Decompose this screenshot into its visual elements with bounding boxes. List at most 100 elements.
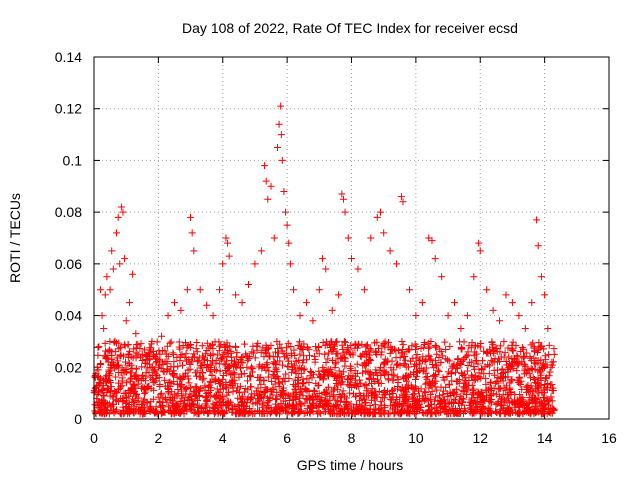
data-point	[107, 364, 115, 372]
data-point	[497, 375, 505, 383]
data-point	[451, 368, 459, 376]
data-point	[504, 394, 512, 402]
data-point	[100, 325, 108, 332]
data-point	[147, 398, 155, 406]
data-point	[113, 229, 121, 237]
data-point	[192, 345, 200, 353]
data-point	[439, 404, 447, 412]
data-point	[338, 341, 346, 349]
data-point	[273, 388, 281, 396]
data-point	[263, 385, 271, 393]
data-point	[434, 366, 442, 374]
data-point	[508, 299, 516, 307]
data-point	[202, 364, 210, 372]
data-point	[509, 338, 517, 346]
data-point	[478, 364, 486, 372]
data-point	[523, 369, 531, 377]
data-point	[295, 398, 303, 406]
data-point	[438, 397, 446, 405]
data-point	[296, 389, 304, 397]
data-point	[152, 403, 160, 411]
data-point	[101, 339, 109, 347]
data-point	[306, 367, 314, 375]
data-point	[202, 394, 210, 402]
data-point	[378, 348, 386, 356]
data-point	[381, 368, 389, 376]
data-point	[330, 409, 338, 417]
data-point	[467, 371, 475, 379]
data-point	[358, 406, 366, 414]
data-point	[527, 341, 535, 349]
data-point	[535, 339, 543, 347]
data-point	[303, 404, 311, 412]
x-tick-label: 16	[601, 430, 617, 446]
data-point	[159, 403, 167, 411]
data-point	[311, 387, 319, 395]
data-point	[380, 360, 388, 368]
data-point	[359, 369, 367, 377]
data-point	[153, 358, 161, 366]
data-point	[303, 375, 311, 383]
data-point	[168, 388, 176, 396]
data-point	[335, 291, 343, 299]
data-point	[475, 389, 483, 397]
data-point	[373, 338, 381, 346]
data-point	[374, 344, 382, 352]
y-tick-label: 0.04	[55, 308, 82, 324]
data-point	[361, 399, 369, 407]
data-point	[264, 373, 272, 381]
data-point	[315, 367, 323, 375]
data-point	[496, 348, 504, 356]
data-point	[453, 377, 461, 385]
y-tick-label: 0	[74, 411, 82, 427]
data-point	[400, 360, 408, 368]
data-point	[500, 338, 508, 346]
data-point	[301, 385, 309, 393]
data-point	[214, 388, 222, 396]
data-point	[457, 325, 465, 332]
data-point	[531, 379, 539, 387]
data-point	[472, 372, 480, 380]
data-point	[346, 364, 354, 372]
data-point	[475, 373, 483, 381]
data-point	[175, 380, 183, 388]
data-point	[275, 120, 283, 128]
data-point	[344, 234, 352, 242]
data-point	[160, 368, 168, 376]
data-point	[366, 409, 374, 417]
data-point	[346, 389, 354, 397]
data-point	[400, 397, 408, 405]
data-point	[410, 390, 418, 398]
data-point	[147, 385, 155, 393]
data-point	[309, 408, 317, 416]
data-point	[447, 370, 455, 378]
data-point	[122, 358, 130, 366]
data-point	[505, 363, 513, 371]
data-point	[93, 363, 101, 371]
data-point	[199, 369, 207, 377]
data-point	[130, 389, 138, 397]
data-point	[132, 371, 140, 379]
data-point	[418, 299, 426, 307]
data-point	[261, 389, 269, 397]
data-point	[280, 350, 288, 358]
data-point	[352, 372, 360, 380]
data-point	[405, 372, 413, 380]
data-point	[508, 376, 516, 384]
data-point	[124, 353, 132, 361]
data-point	[109, 400, 117, 408]
data-point	[389, 366, 397, 374]
data-point	[150, 366, 158, 374]
x-tick-label: 2	[154, 430, 162, 446]
data-point	[473, 356, 481, 364]
data-point	[468, 358, 476, 366]
data-point	[203, 395, 211, 403]
data-point	[248, 407, 256, 415]
data-point	[286, 260, 294, 268]
data-point	[282, 208, 290, 216]
data-point	[182, 357, 190, 365]
data-point	[485, 362, 493, 370]
data-point	[412, 396, 420, 404]
data-point	[366, 356, 374, 364]
data-point	[388, 387, 396, 395]
